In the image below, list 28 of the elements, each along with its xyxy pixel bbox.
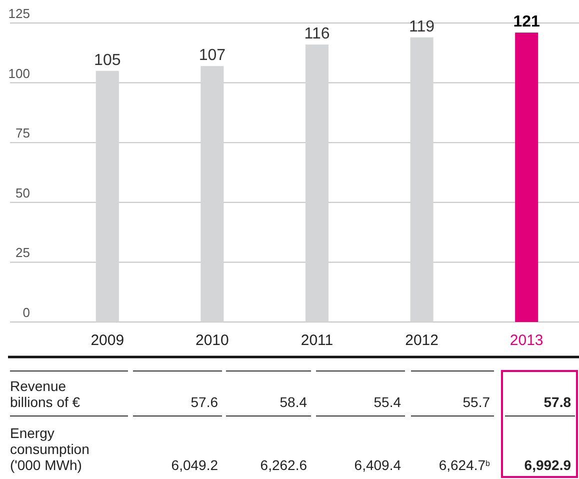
x-tick-label: 2012 bbox=[405, 332, 438, 349]
text: 6,624.7$^{b}$ bbox=[438, 457, 491, 473]
y-tick-label: 0 bbox=[22, 305, 30, 320]
text: Revenue billions of € bbox=[10, 378, 80, 410]
data-label: 119 bbox=[409, 18, 435, 36]
text: 55.4 bbox=[374, 394, 402, 410]
x-tick-label: 2013 bbox=[510, 332, 544, 349]
x-tick-label: 2009 bbox=[90, 332, 124, 349]
y-tick-label: 125 bbox=[8, 6, 30, 21]
text: 6,262.6 bbox=[260, 457, 308, 473]
text: 6,992.9 bbox=[524, 457, 572, 473]
data-label: 105 bbox=[94, 52, 121, 69]
text: 57.8 bbox=[544, 394, 572, 410]
text: 57.6 bbox=[190, 394, 218, 410]
text: 58.4 bbox=[280, 394, 308, 410]
y-tick-label: 25 bbox=[16, 245, 30, 260]
text: 6,049.2 bbox=[171, 457, 218, 473]
y-tick-label: 50 bbox=[16, 185, 30, 200]
x-tick-label: 2010 bbox=[196, 332, 229, 349]
data-label: 116 bbox=[304, 26, 330, 43]
data-label: 121 bbox=[513, 14, 540, 31]
y-tick-label: 100 bbox=[8, 66, 30, 81]
text: 6,409.4 bbox=[354, 457, 402, 473]
y-tick-label: 75 bbox=[16, 126, 30, 141]
data-label: 107 bbox=[198, 47, 226, 64]
x-tick-label: 2011 bbox=[300, 332, 334, 349]
text: 55.7 bbox=[462, 394, 490, 410]
text: Energy consumption ('000 MWh) bbox=[10, 425, 90, 473]
